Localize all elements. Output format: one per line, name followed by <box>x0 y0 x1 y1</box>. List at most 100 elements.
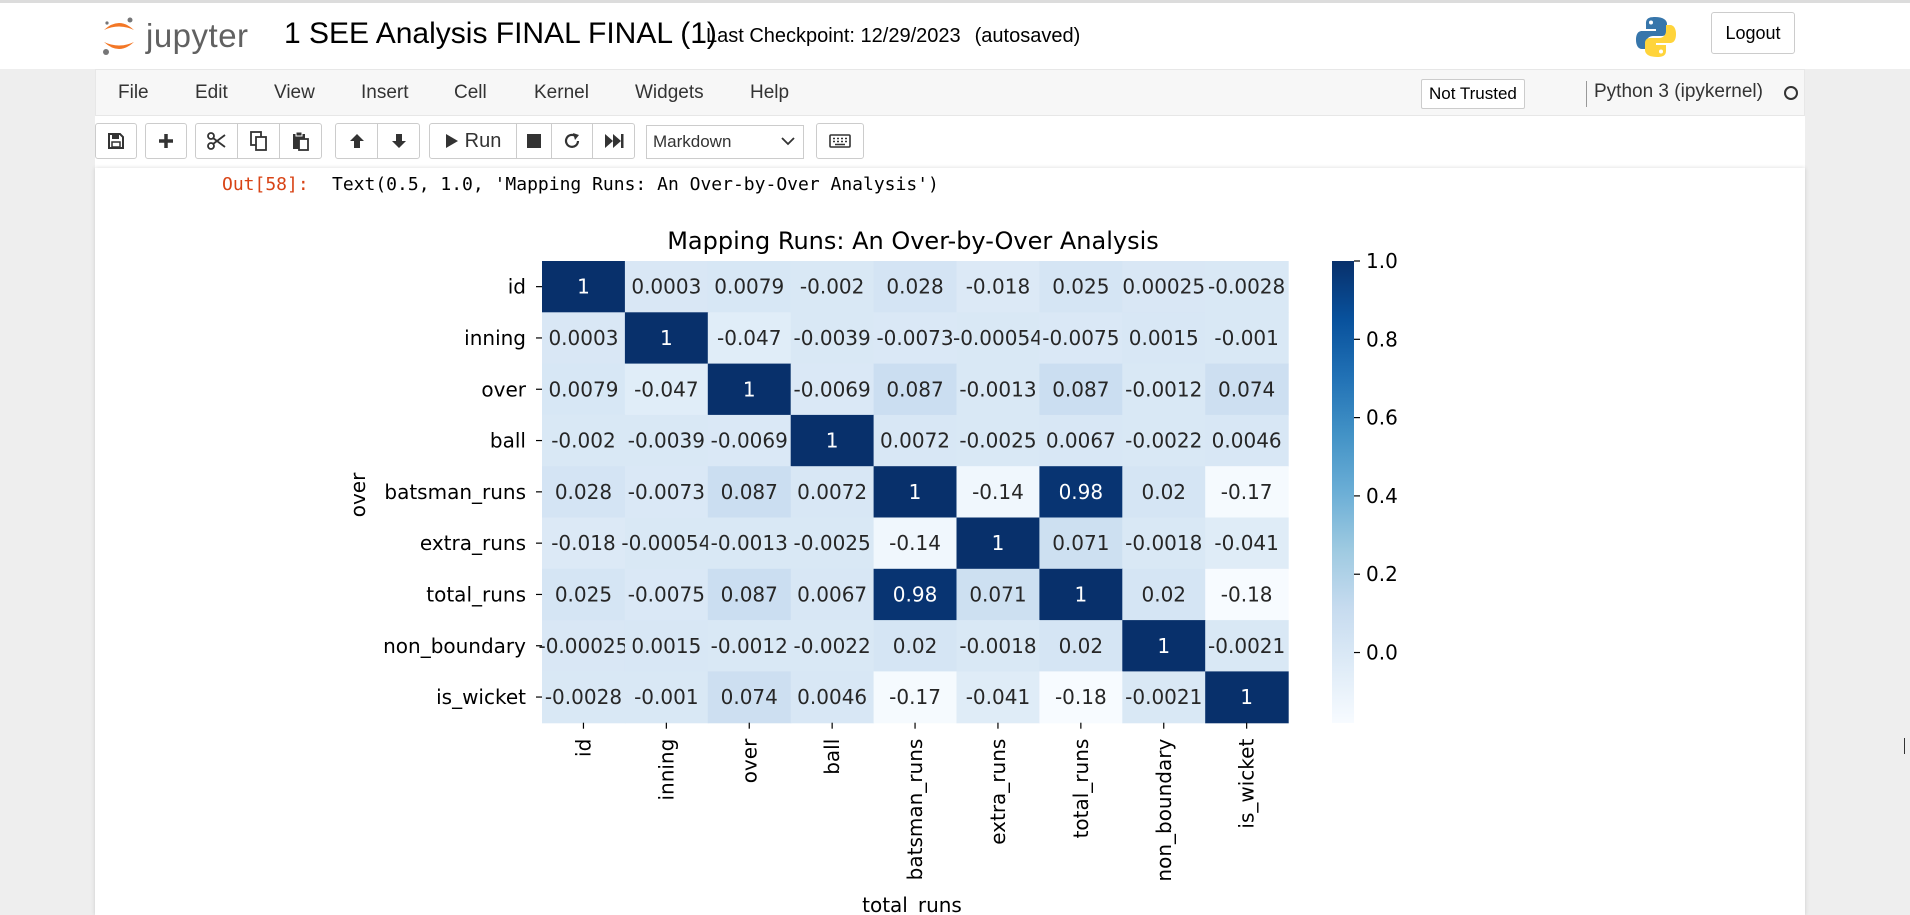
heatmap-cell <box>624 517 709 570</box>
notebook-title[interactable]: 1 SEE Analysis FINAL FINAL (1) <box>284 17 717 50</box>
menu-cell[interactable]: Cell <box>454 82 487 103</box>
heatmap-cell <box>1122 312 1206 365</box>
heatmap-cell-label: 1 <box>909 480 922 504</box>
heatmap-cell <box>790 620 875 672</box>
heatmap-cell-label: 0.025 <box>1052 275 1109 299</box>
y-tick-label: total_runs <box>426 582 526 606</box>
kernel-name[interactable]: Python 3 (ipykernel) <box>1594 81 1763 102</box>
restart-button[interactable] <box>551 123 593 159</box>
heatmap-cell <box>1122 414 1206 467</box>
menu-file[interactable]: File <box>118 82 149 103</box>
heatmap-cell <box>707 620 792 672</box>
run-button[interactable]: Run <box>429 123 517 159</box>
heatmap-cell <box>1039 517 1123 570</box>
heatmap-cell <box>1039 620 1123 672</box>
heatmap-cell <box>624 414 709 467</box>
heatmap-cell-label: -0.0069 <box>794 377 871 401</box>
heatmap-cell <box>624 312 709 365</box>
correlation-heatmap: Mapping Runs: An Over-by-Over Analysis 1… <box>346 227 1398 915</box>
heatmap-cell-label: 0.02 <box>1059 634 1104 658</box>
scissors-icon <box>206 132 226 150</box>
not-trusted-button[interactable]: Not Trusted <box>1421 79 1525 109</box>
menu-widgets[interactable]: Widgets <box>635 82 704 103</box>
x-tick-label: over <box>737 738 761 783</box>
heatmap-cell <box>624 568 709 621</box>
x-tick-label: non_boundary <box>1152 739 1176 882</box>
insert-cell-button[interactable] <box>145 123 187 159</box>
heatmap-cell <box>1122 568 1206 621</box>
heatmap-cell-label: 0.0072 <box>880 429 950 453</box>
checkpoint-status: Last Checkpoint: 12/29/2023 (autosaved) <box>706 25 1080 48</box>
heatmap-cell <box>542 568 626 621</box>
heatmap-cell <box>956 517 1040 570</box>
heatmap-cell <box>790 671 875 724</box>
heatmap-cell-label: 0.0003 <box>631 275 701 299</box>
heatmap-cell-label: 0.0079 <box>548 377 618 401</box>
menu-view[interactable]: View <box>274 82 315 103</box>
move-up-button[interactable] <box>335 123 378 159</box>
y-tick-label: ball <box>490 429 526 453</box>
heatmap-cell <box>707 517 792 570</box>
heatmap-cell <box>1039 414 1123 467</box>
jupyter-wordmark: jupyter <box>146 17 249 54</box>
heatmap-cell-label: 1 <box>1240 685 1253 709</box>
heatmap-cell <box>790 363 875 416</box>
y-tick-label: inning <box>464 326 526 350</box>
x-tick-label: extra_runs <box>986 739 1010 845</box>
heatmap-cell <box>956 466 1040 519</box>
heatmap-cell-label: 0.087 <box>1052 377 1109 401</box>
heatmap-cell-label: -0.0013 <box>959 377 1036 401</box>
heatmap-cell <box>707 312 792 365</box>
output-text: Text(0.5, 1.0, 'Mapping Runs: An Over-by… <box>332 174 939 195</box>
heatmap-cell <box>1205 312 1289 365</box>
menu-kernel[interactable]: Kernel <box>534 82 589 103</box>
heatmap-cell <box>1122 466 1206 519</box>
cell-type-select[interactable]: Markdown <box>646 125 804 159</box>
interrupt-button[interactable] <box>516 123 552 159</box>
heatmap-cell-label: 1 <box>992 531 1005 555</box>
heatmap-cell-label: -0.001 <box>1214 326 1278 350</box>
y-axis-label: over <box>346 472 370 517</box>
heatmap-cell <box>1205 517 1289 570</box>
heatmap-cell-label: -0.018 <box>966 275 1030 299</box>
heatmap-cell <box>1039 261 1123 313</box>
heatmap-cell <box>956 620 1040 672</box>
move-down-button[interactable] <box>377 123 420 159</box>
menu-insert[interactable]: Insert <box>361 82 409 103</box>
x-tick-label: ball <box>820 739 844 775</box>
heatmap-cell-label: 0.98 <box>1059 480 1104 504</box>
heatmap-cell-label: 0.02 <box>1141 480 1186 504</box>
heatmap-cell <box>873 261 958 313</box>
heatmap-cell <box>1122 363 1206 416</box>
heatmap-cell-label: -0.0013 <box>711 531 788 555</box>
heatmap-cell-label: -0.047 <box>717 326 781 350</box>
heatmap-cell-label: -0.0028 <box>1208 275 1285 299</box>
heatmap-cell <box>707 414 792 467</box>
menu-edit[interactable]: Edit <box>195 82 228 103</box>
heatmap-cell-label: -0.0025 <box>959 429 1036 453</box>
x-tick-label: is_wicket <box>1235 739 1259 829</box>
heatmap-cell <box>624 261 709 313</box>
jupyter-logo[interactable]: jupyter <box>100 13 249 59</box>
heatmap-cell-label: -0.0075 <box>628 582 705 606</box>
paste-button[interactable] <box>279 123 322 159</box>
logout-button[interactable]: Logout <box>1711 12 1795 54</box>
heatmap-cell-label: -0.0012 <box>711 634 788 658</box>
heatmap-cell <box>1122 620 1206 672</box>
python-logo-icon <box>1634 15 1678 64</box>
heatmap-cell-label: 0.02 <box>1141 582 1186 606</box>
cut-button[interactable] <box>195 123 238 159</box>
save-button[interactable] <box>95 123 137 159</box>
menu-help[interactable]: Help <box>750 82 790 103</box>
heatmap-cell <box>790 517 875 570</box>
restart-run-all-button[interactable] <box>592 123 635 159</box>
heatmap-cell-label: -0.0039 <box>628 429 705 453</box>
heatmap-cell-label: -0.018 <box>551 531 615 555</box>
copy-button[interactable] <box>237 123 280 159</box>
heatmap-cell <box>790 414 875 467</box>
y-tick-label: over <box>481 377 526 401</box>
heatmap-cell-label: -0.18 <box>1221 582 1273 606</box>
heatmap-cell <box>1039 466 1123 519</box>
heatmap-cell <box>542 466 626 519</box>
command-palette-button[interactable] <box>816 123 864 159</box>
